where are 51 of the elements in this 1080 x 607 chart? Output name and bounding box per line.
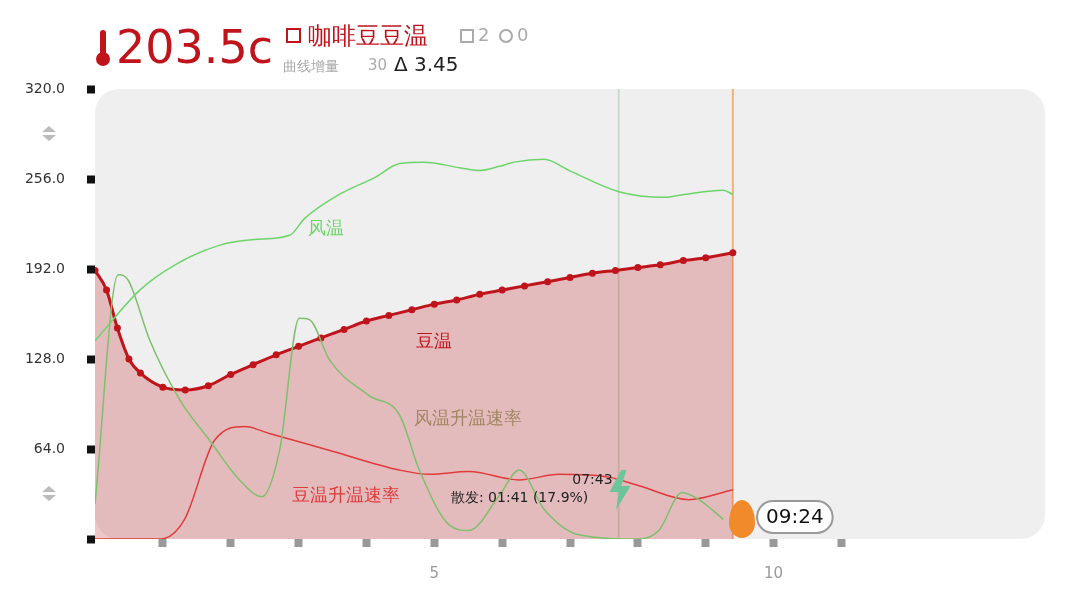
point — [181, 386, 189, 394]
point — [588, 269, 596, 277]
point — [340, 325, 348, 333]
ref-line-label: 09:24 — [766, 504, 824, 529]
x-tick-label: 5 — [429, 563, 440, 582]
text: Δ 3.45 — [394, 52, 459, 76]
text: 咖啡豆豆温 — [308, 21, 428, 52]
point — [295, 342, 303, 350]
line-series — [95, 425, 734, 539]
point — [634, 264, 642, 272]
point — [227, 370, 235, 378]
annotation: 07:43 — [572, 470, 613, 487]
y-tick-label: 192.0 — [24, 259, 65, 276]
point — [656, 261, 664, 269]
point — [249, 361, 257, 369]
text: 30 — [368, 56, 388, 74]
point — [408, 306, 416, 314]
point — [544, 278, 552, 286]
point — [362, 317, 370, 325]
series-label: 豆温 — [416, 329, 453, 351]
y-tick-label: 320.0 — [24, 79, 65, 96]
point — [103, 286, 111, 294]
annotation: 散发: 01:41 (17.9%) — [450, 488, 589, 505]
point — [272, 351, 280, 359]
chart-title: 203.5c — [116, 20, 273, 74]
text: 2 — [478, 24, 490, 45]
point — [430, 300, 438, 308]
point — [702, 254, 710, 262]
point — [204, 382, 212, 390]
x-tick-label: 10 — [764, 563, 784, 582]
series-label: 风温升温速率 — [414, 407, 523, 429]
point — [136, 369, 144, 377]
point — [113, 324, 121, 332]
point — [679, 257, 687, 265]
point — [476, 290, 484, 298]
y-tick-label: 64.0 — [33, 439, 65, 456]
point — [611, 266, 619, 274]
series-label: 豆温升温速率 — [292, 484, 401, 506]
text: 0 — [517, 24, 529, 45]
point — [453, 296, 461, 304]
point — [385, 311, 393, 319]
point — [498, 286, 506, 294]
series-label: 风温 — [307, 217, 344, 239]
text: 曲线增量 — [283, 58, 339, 76]
point — [159, 383, 167, 391]
point — [125, 355, 133, 363]
y-tick-label: 256.0 — [24, 169, 65, 186]
point — [566, 273, 574, 281]
point — [729, 249, 737, 257]
y-tick-label: 128.0 — [24, 349, 65, 366]
point — [521, 282, 529, 290]
